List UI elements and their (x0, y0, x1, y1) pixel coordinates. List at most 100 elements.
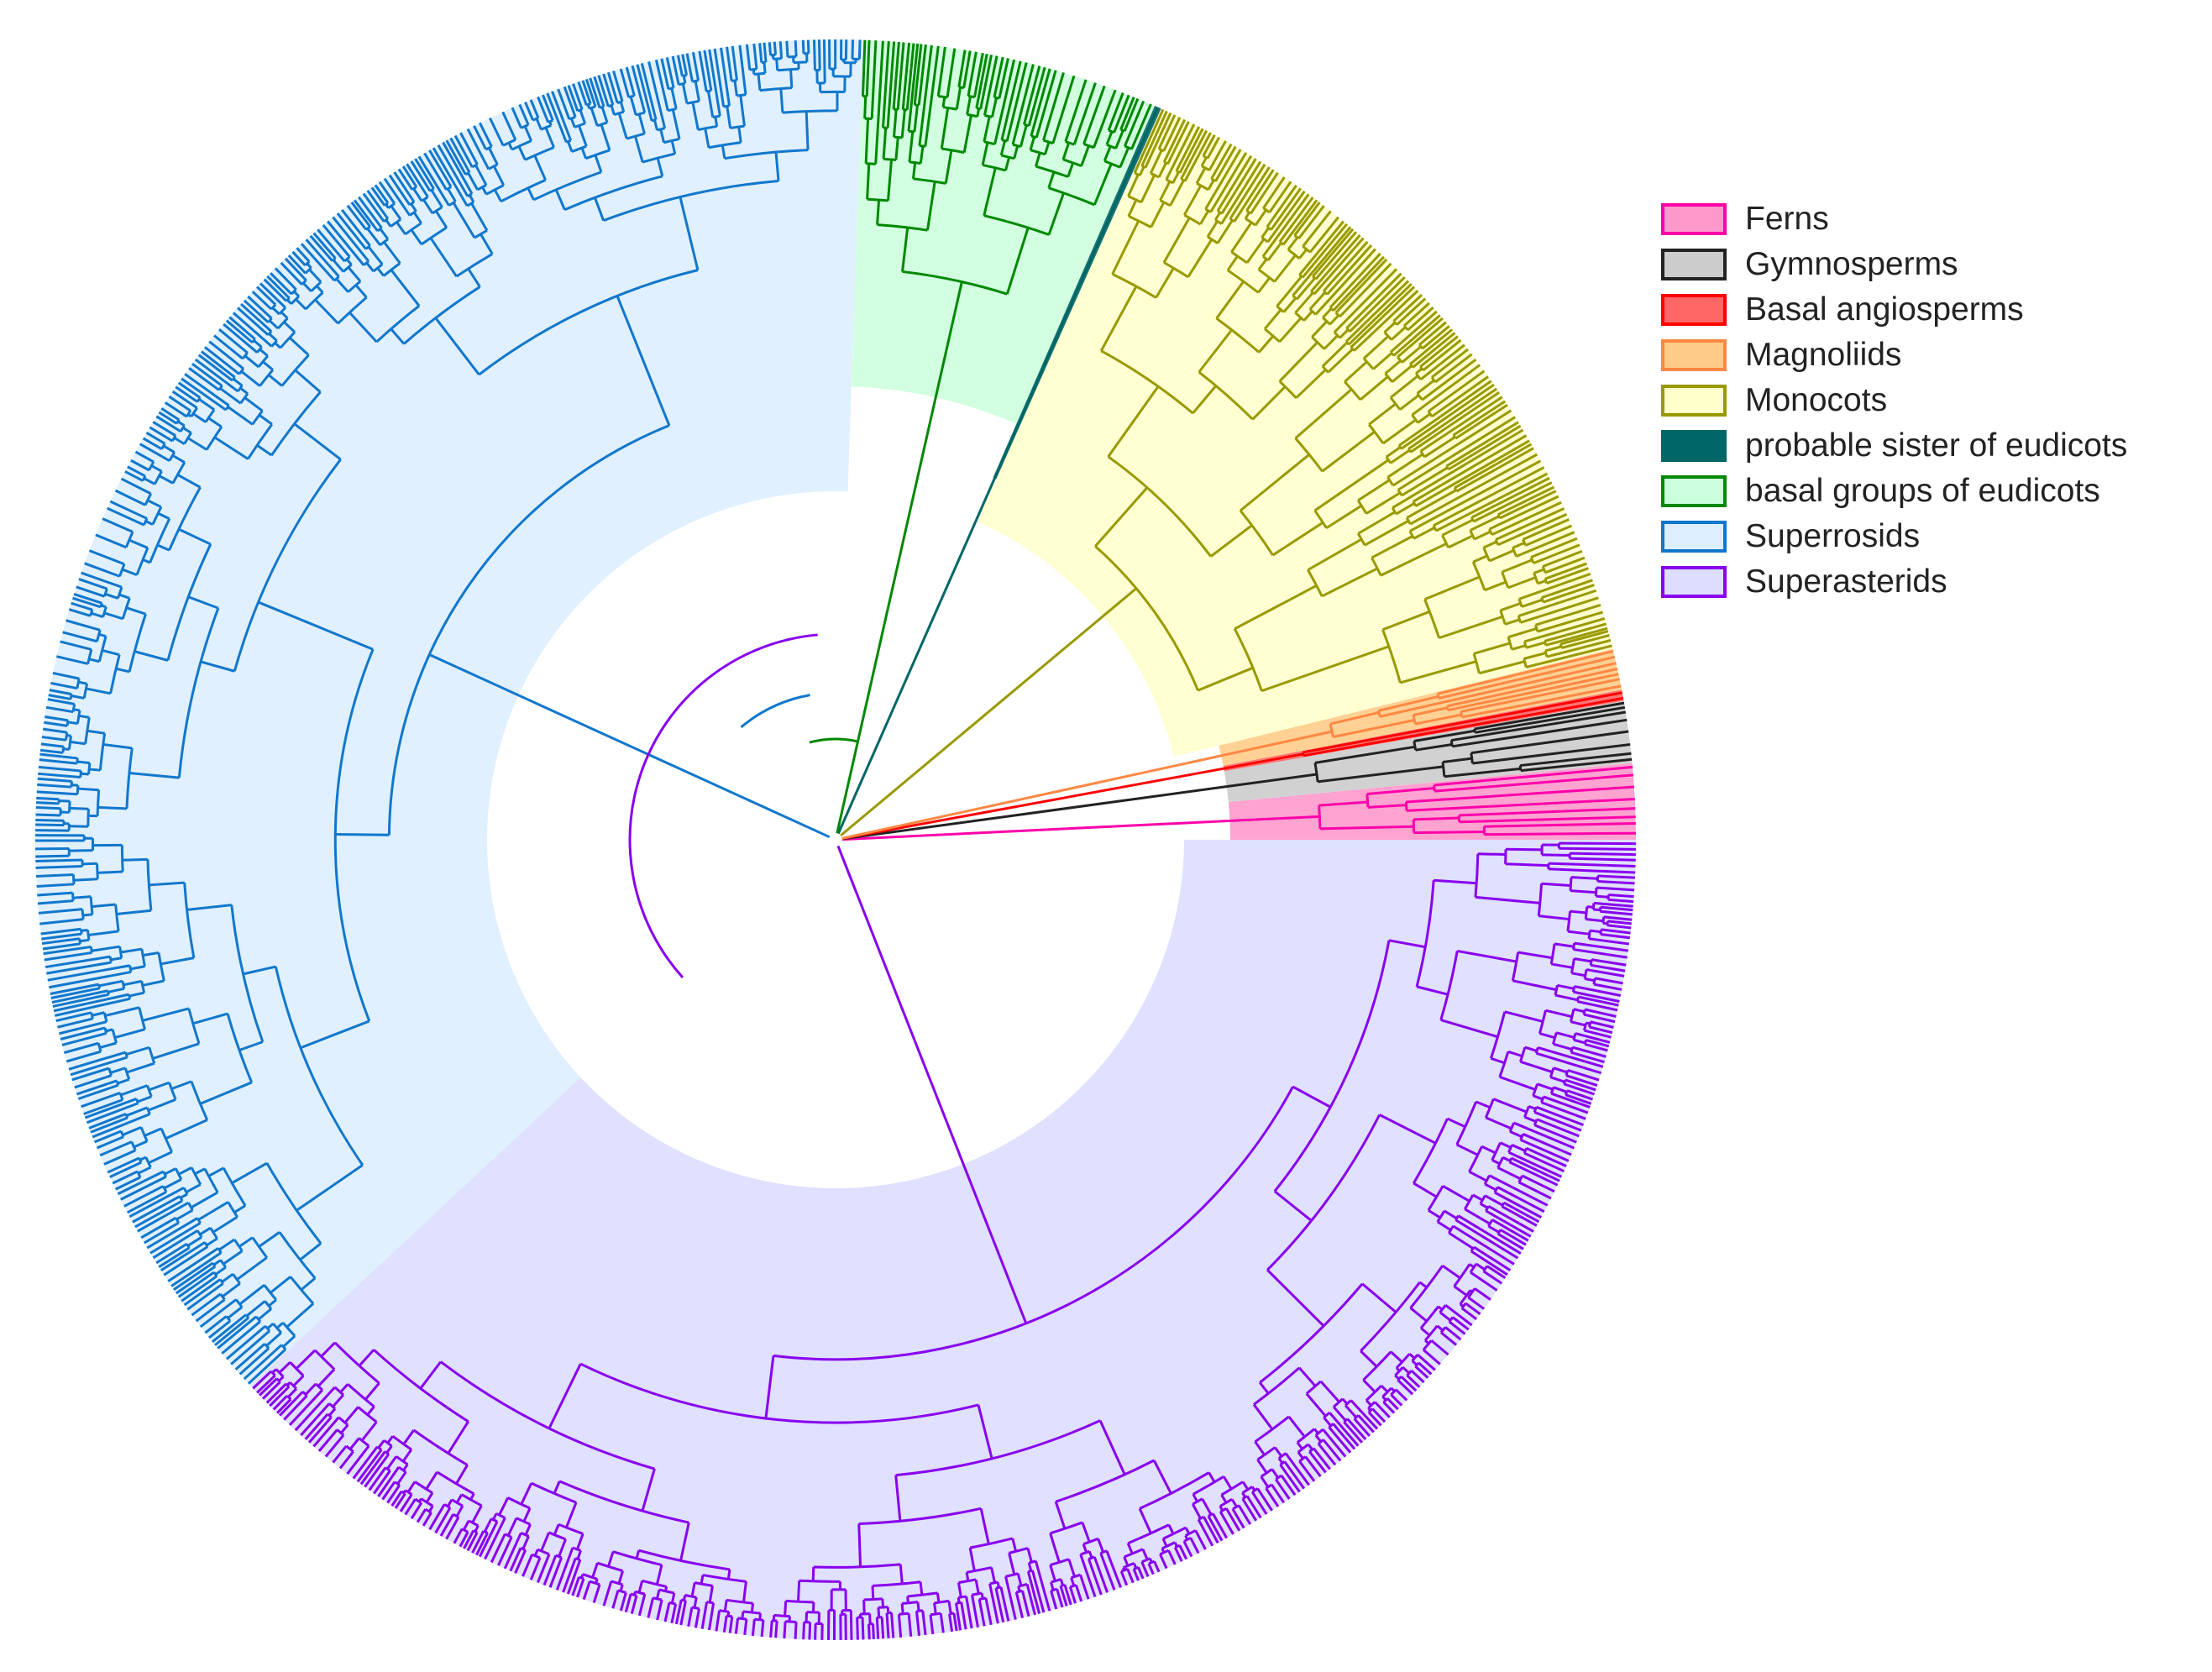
clade-superasterids-node-arc (638, 1549, 731, 1571)
clade-basal-eudicots-branch (976, 108, 981, 117)
clade-superrosids-tip (204, 1315, 228, 1334)
clade-superasterids-branch (1456, 1143, 1479, 1156)
clade-superrosids-tip (251, 291, 273, 311)
clade-superasterids-node-arc (1266, 1114, 1381, 1271)
clade-superasterids-tip (1448, 1320, 1466, 1335)
clade-monocots-tip (1544, 556, 1586, 574)
clade-superrosids-tip (287, 254, 307, 275)
clade-superasterids-tip (422, 1512, 432, 1527)
clade-superasterids-branch (455, 1464, 469, 1485)
clade-basal-eudicots-branch (913, 104, 919, 133)
clade-superrosids-tip (417, 155, 450, 207)
clade-superasterids-branch (1256, 1459, 1268, 1474)
clade-superasterids-tip (1304, 1455, 1322, 1478)
clade-monocots-tip (1524, 524, 1573, 547)
clade-superrosids-branch (102, 648, 120, 657)
clade-superrosids-branch (180, 1192, 188, 1199)
clade-superasterids-node-arc (1534, 1046, 1539, 1054)
clade-superrosids-tip (284, 257, 307, 281)
clade-monocots-tip (1397, 317, 1444, 359)
clade-superasterids-node-arc (579, 1362, 979, 1424)
clade-monocots-branch (1111, 220, 1140, 275)
clade-monocots-tip (1421, 359, 1477, 401)
clade-gymnosperms-branch (1415, 742, 1453, 752)
clade-superrosids-tip (66, 1050, 102, 1063)
clade-superrosids-node-arc (203, 1241, 209, 1248)
clade-monocots-branch (1209, 524, 1253, 558)
clade-monocots-tip (1202, 134, 1216, 157)
clade-superasterids-tip (1074, 1584, 1083, 1602)
clade-magnoliids-tip (1447, 673, 1619, 712)
clade-superasterids-tip (880, 1617, 885, 1639)
clade-superasterids-node-arc (397, 1465, 407, 1474)
clade-basal-eudicots-tip (1051, 75, 1076, 144)
clade-superasterids-branch (1468, 1170, 1487, 1182)
clade-superrosids-tip (763, 42, 768, 63)
clade-monocots-node-arc (1386, 476, 1395, 486)
clade-monocots-branch (1357, 479, 1391, 502)
clade-gymnosperms-node-arc (1441, 762, 1446, 777)
clade-superasterids-tip (1567, 1068, 1600, 1082)
clade-superasterids-node-arc (1362, 1350, 1392, 1381)
clade-superasterids-branch (1191, 1503, 1202, 1519)
clade-superasterids-tip (1541, 1101, 1586, 1120)
clade-superasterids-tip (1526, 1147, 1567, 1167)
clade-monocots-tip (1345, 272, 1402, 329)
clade-superasterids-branch (396, 1470, 407, 1485)
clade-superasterids-tip (566, 1559, 582, 1595)
clade-superrosids-branch (737, 126, 742, 143)
clade-superasterids-branch (1167, 1524, 1175, 1535)
clade-superrosids-node-arc (149, 518, 171, 563)
clade-superasterids-branch (1477, 852, 1506, 856)
clade-superrosids-branch (70, 740, 86, 746)
clade-superrosids-branch (147, 499, 162, 509)
clade-superasterids-branch (1390, 1350, 1403, 1364)
clade-superrosids-branch (187, 595, 219, 610)
clade-superrosids-tip (139, 443, 170, 462)
clade-superasterids-tip (1570, 857, 1636, 862)
clade-monocots-tip (1561, 634, 1610, 649)
clade-superrosids-branch (128, 538, 149, 549)
clade-superasterids-tip (1137, 1566, 1145, 1580)
clade-superasterids-tip (1467, 1296, 1486, 1310)
clade-superasterids-tip (294, 1386, 336, 1432)
clade-superrosids-tip (117, 1170, 165, 1196)
clade-superrosids-tip (120, 1175, 167, 1201)
clade-superasterids-node-arc (301, 1391, 308, 1397)
clade-superrosids-branch (335, 833, 390, 836)
clade-superrosids-tip (103, 1149, 136, 1166)
clade-superasterids-tip (1298, 1460, 1316, 1482)
clade-superrosids-branch (97, 870, 123, 874)
clade-superrosids-tip (378, 181, 396, 205)
clade-superrosids-branch (430, 189, 443, 208)
clade-monocots-branch (1234, 584, 1318, 631)
clade-superrosids-node-arc (257, 354, 269, 368)
clade-superasterids-tip (478, 1521, 499, 1558)
clade-superrosids-branch (726, 106, 732, 128)
clade-superasterids-node-arc (1259, 1282, 1364, 1384)
clade-monocots-branch (1327, 348, 1354, 374)
clade-superasterids-node-arc (275, 1377, 281, 1383)
clade-superasterids-tip (1153, 1560, 1161, 1573)
clade-monocots-branch (1240, 453, 1310, 512)
clade-gymnosperms-node-arc (1473, 728, 1476, 733)
clade-monocots-branch (1344, 360, 1368, 383)
clade-superrosids-tip (51, 989, 108, 1004)
clade-sector-superasterids (250, 840, 1637, 1640)
clade-superasterids-branch (553, 1523, 560, 1536)
clade-superrosids-tip (88, 549, 125, 566)
clade-superasterids-node-arc (1501, 1202, 1506, 1208)
clade-basal-eudicots-node-arc (1048, 186, 1095, 207)
clade-superrosids-tip (665, 57, 675, 88)
clade-superrosids-tip (214, 1317, 249, 1346)
clade-superrosids-branch (580, 147, 588, 160)
clade-superasterids-node-arc (1219, 1497, 1233, 1507)
clade-superrosids-node-arc (387, 202, 396, 209)
clade-superrosids-tip (437, 144, 469, 197)
clade-superasterids-tip (679, 1600, 687, 1626)
clade-tree-monocots (840, 108, 1612, 837)
clade-superasterids-tip (1025, 1584, 1036, 1616)
clade-superasterids-tip (1197, 1518, 1214, 1547)
clade-superrosids-branch (293, 422, 342, 461)
clade-superasterids-tip (1586, 1039, 1610, 1048)
